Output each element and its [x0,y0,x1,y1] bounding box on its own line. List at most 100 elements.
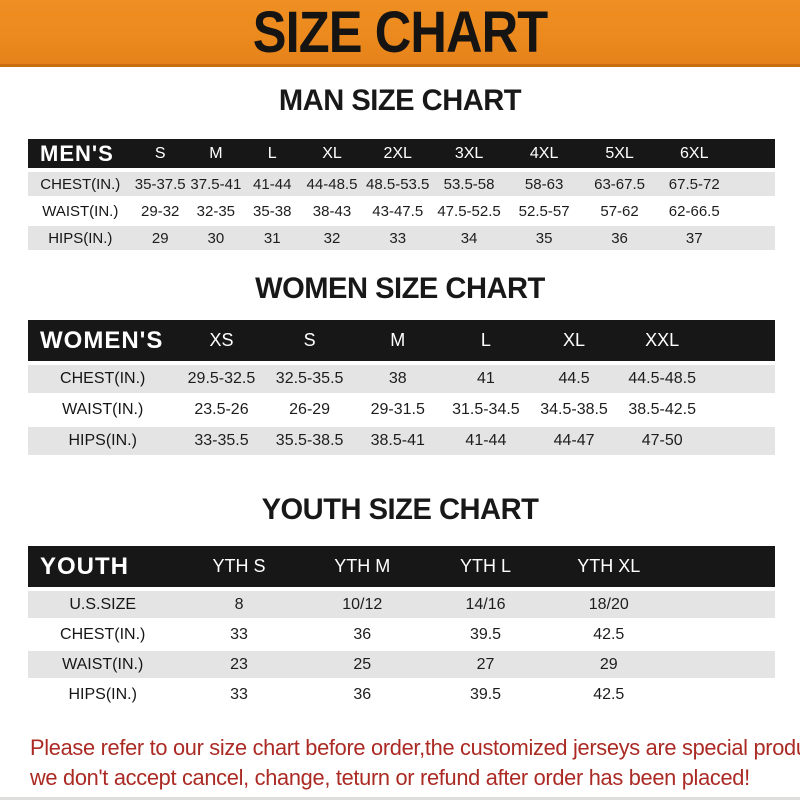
value-cell: 23 [177,649,301,681]
row-label-cell: WAIST(IN.) [28,394,178,427]
value-cell: 44-48.5 [300,170,364,199]
value-cell: 26-29 [265,394,354,427]
women-size-chart-heading: WOMEN SIZE CHART [255,272,545,305]
value-cell: 32-35 [187,197,244,226]
value-cell: 29 [132,224,188,253]
order-notice-line2: we don't accept cancel, change, teturn o… [30,765,750,790]
row-spacer-cell [670,679,775,711]
value-cell: 23.5-26 [177,394,266,427]
value-cell: 37.5-41 [187,170,244,199]
row-spacer-cell [731,224,775,253]
value-cell: 8 [177,589,301,621]
men-size-chart-section: MAN SIZE CHART MEN'S S M L XL 2XL 3XL 4XL 5XL 6XL C… [0,85,800,253]
value-cell: 35.5-38.5 [265,425,354,458]
value-cell: 44-47 [529,425,619,458]
value-cell: 42.5 [547,619,671,651]
value-cell: 35 [506,224,583,253]
value-cell: 33 [177,619,301,651]
size-column-header: L [441,320,530,365]
youth-size-table: YOUTH YTH S YTH M YTH L YTH XL U.S.SIZE 8 10/12… [28,546,775,711]
size-column-header: XL [529,320,619,365]
size-column-header: XXL [618,320,707,365]
size-chart-sections: MAN SIZE CHART MEN'S S M L XL 2XL 3XL 4XL 5XL 6XL C… [0,85,800,711]
value-cell: 52.5-57 [506,197,583,226]
value-cell: 43-47.5 [363,197,433,226]
value-cell: 58-63 [506,170,583,199]
youth-table-title: YOUTH [28,546,178,591]
value-cell: 37 [656,224,732,253]
row-label-cell: HIPS(IN.) [28,679,178,711]
size-column-header: YTH XL [547,546,671,591]
value-cell: 47-50 [618,425,707,458]
women-table-title: WOMEN'S [28,320,178,365]
table-header-row: MEN'S S M L XL 2XL 3XL 4XL 5XL 6XL [28,139,775,172]
row-label-cell: WAIST(IN.) [28,197,133,226]
value-cell: 34.5-38.5 [529,394,619,427]
size-column-header: L [243,139,301,172]
value-cell: 42.5 [547,679,671,711]
value-cell: 44.5 [529,363,619,396]
men-size-chart-heading: MAN SIZE CHART [278,84,522,117]
table-row: HIPS(IN.) 33 36 39.5 42.5 [28,679,775,711]
value-cell: 25 [300,649,424,681]
size-column-header: YTH S [177,546,301,591]
value-cell: 30 [187,224,244,253]
size-column-header: 2XL [363,139,433,172]
value-cell: 29.5-32.5 [177,363,266,396]
size-chart-banner: SIZE CHART [0,0,800,67]
table-header-row: WOMEN'S XS S M L XL XXL [28,320,775,365]
value-cell: 36 [300,679,424,711]
row-label-cell: CHEST(IN.) [28,619,178,651]
order-notice-line1: Please refer to our size chart before or… [30,735,800,760]
value-cell: 31 [243,224,301,253]
value-cell: 39.5 [423,619,548,651]
value-cell: 41-44 [441,425,530,458]
value-cell: 48.5-53.5 [363,170,433,199]
value-cell: 33 [363,224,433,253]
size-column-header: M [353,320,442,365]
value-cell: 44.5-48.5 [618,363,707,396]
table-row: CHEST(IN.) 29.5-32.5 32.5-35.5 38 41 44.5 44.5… [28,363,775,396]
table-row: HIPS(IN.) 29 30 31 32 33 34 35 36 37 [28,224,775,253]
value-cell: 35-38 [243,197,301,226]
value-cell: 29 [547,649,671,681]
table-row: WAIST(IN.) 29-32 32-35 35-38 38-43 43-47.5 47.… [28,197,775,226]
value-cell: 29-31.5 [353,394,442,427]
value-cell: 62-66.5 [656,197,732,226]
value-cell: 36 [582,224,657,253]
value-cell: 34 [432,224,507,253]
value-cell: 33-35.5 [177,425,266,458]
size-column-header: 4XL [506,139,583,172]
size-column-header: YTH M [300,546,424,591]
table-row: CHEST(IN.) 33 36 39.5 42.5 [28,619,775,651]
row-spacer-cell [670,649,775,681]
row-spacer-cell [706,425,775,458]
value-cell: 67.5-72 [656,170,732,199]
header-spacer-cell [670,546,775,591]
youth-size-chart-heading: YOUTH SIZE CHART [261,493,539,526]
size-column-header: S [265,320,354,365]
value-cell: 29-32 [132,197,188,226]
men-size-table: MEN'S S M L XL 2XL 3XL 4XL 5XL 6XL CHEST(IN.) 35-37… [28,139,775,253]
value-cell: 63-67.5 [582,170,657,199]
row-spacer-cell [731,170,775,199]
value-cell: 38 [353,363,442,396]
table-row: HIPS(IN.) 33-35.5 35.5-38.5 38.5-41 41-44 44-… [28,425,775,458]
row-label-cell: U.S.SIZE [28,589,178,621]
men-table-title: MEN'S [28,139,133,172]
size-column-header: 6XL [656,139,732,172]
row-label-cell: HIPS(IN.) [28,425,178,458]
value-cell: 39.5 [423,679,548,711]
value-cell: 35-37.5 [132,170,188,199]
row-spacer-cell [670,589,775,621]
value-cell: 18/20 [547,589,671,621]
table-row: U.S.SIZE 8 10/12 14/16 18/20 [28,589,775,621]
value-cell: 38-43 [300,197,364,226]
row-spacer-cell [670,619,775,651]
row-label-cell: WAIST(IN.) [28,649,178,681]
table-header-row: YOUTH YTH S YTH M YTH L YTH XL [28,546,775,591]
women-size-table: WOMEN'S XS S M L XL XXL CHEST(IN.) 29.5-32.5 32.5… [28,320,775,458]
banner-title: SIZE CHART [252,0,548,65]
row-label-cell: CHEST(IN.) [28,170,133,199]
row-label-cell: CHEST(IN.) [28,363,178,396]
